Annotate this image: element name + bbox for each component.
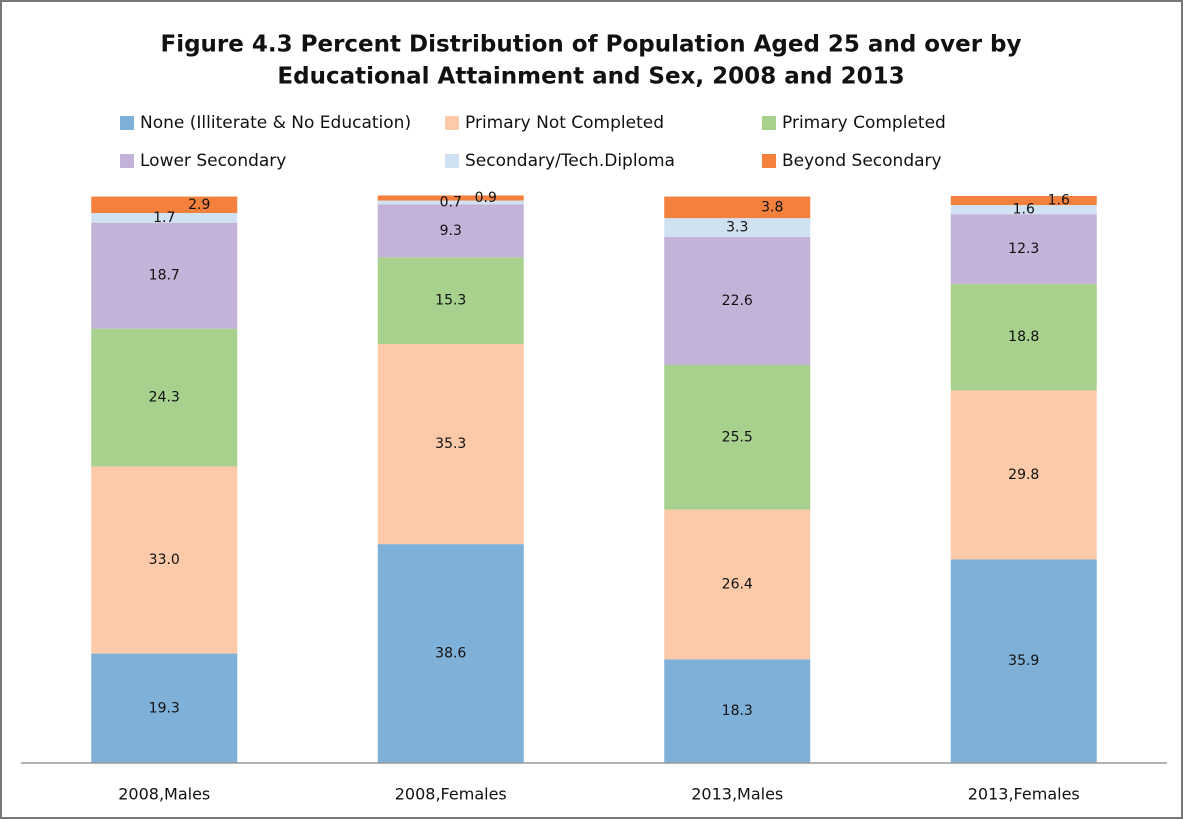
x-tick-label: 2008,Males (118, 785, 210, 804)
data-label: 38.6 (435, 646, 466, 662)
bar-segment (664, 196, 811, 219)
legend-label: Lower Secondary (140, 151, 286, 171)
bar-segment (950, 205, 1097, 215)
legend-swatch (445, 116, 459, 130)
data-label: 3.3 (726, 219, 748, 235)
data-label: 19.3 (149, 700, 180, 716)
chart-title: Figure 4.3 Percent Distribution of Popul… (160, 32, 1021, 58)
bar-segment (91, 328, 238, 467)
data-label: 12.3 (1008, 241, 1039, 257)
bar-segment (91, 466, 238, 654)
bar-segment (664, 659, 811, 763)
bar-segment (377, 544, 524, 763)
data-label: 1.6 (1048, 193, 1070, 209)
data-label: 35.9 (1008, 653, 1039, 669)
bar-segment (950, 283, 1097, 391)
legend-swatch (120, 116, 134, 130)
bar-segment (91, 196, 238, 214)
bar-segment (91, 213, 238, 223)
bar-segment (664, 364, 811, 510)
x-tick-label: 2013,Males (691, 785, 783, 804)
data-label: 26.4 (722, 576, 753, 592)
bar-segment (377, 195, 524, 201)
data-label: 29.8 (1008, 467, 1039, 483)
bar-segment (664, 218, 811, 237)
legend-swatch (445, 154, 459, 168)
legend-label: Primary Completed (782, 113, 946, 133)
bar-segment (664, 509, 811, 660)
data-label: 9.3 (440, 223, 462, 239)
chart-title: Educational Attainment and Sex, 2008 and… (277, 64, 904, 90)
bar-segment (377, 257, 524, 344)
legend-label: Beyond Secondary (782, 151, 942, 171)
data-label: 3.8 (761, 199, 783, 215)
bar-segment (950, 559, 1097, 763)
legend-swatch (120, 154, 134, 168)
data-label: 1.6 (1013, 202, 1035, 218)
bar-segment (91, 653, 238, 763)
bar-segment (377, 200, 524, 205)
bar-segment (664, 236, 811, 365)
bar-segment (91, 222, 238, 329)
legend-label: Primary Not Completed (465, 113, 664, 133)
x-tick-label: 2008,Females (395, 785, 507, 804)
data-label: 22.6 (722, 293, 753, 309)
x-tick-label: 2013,Females (968, 785, 1080, 804)
legend-swatch (762, 154, 776, 168)
data-label: 2.9 (188, 197, 210, 213)
data-label: 15.3 (435, 293, 466, 309)
bar-segment (377, 343, 524, 545)
bar-segment (950, 196, 1097, 206)
bar-segment (950, 390, 1097, 560)
data-label: 18.8 (1008, 329, 1039, 345)
data-label: 0.7 (440, 195, 462, 211)
legend-label: Secondary/Tech.Diploma (465, 151, 675, 171)
bar-segment (950, 214, 1097, 284)
legend-label: None (Illiterate & No Education) (140, 113, 411, 133)
data-label: 18.7 (149, 268, 180, 284)
data-label: 0.9 (475, 190, 497, 206)
data-label: 18.3 (722, 703, 753, 719)
data-label: 35.3 (435, 436, 466, 452)
data-label: 25.5 (722, 429, 753, 445)
legend-swatch (762, 116, 776, 130)
bar-segment (377, 204, 524, 258)
data-label: 24.3 (149, 390, 180, 406)
data-label: 33.0 (149, 552, 180, 568)
data-label: 1.7 (153, 210, 175, 226)
